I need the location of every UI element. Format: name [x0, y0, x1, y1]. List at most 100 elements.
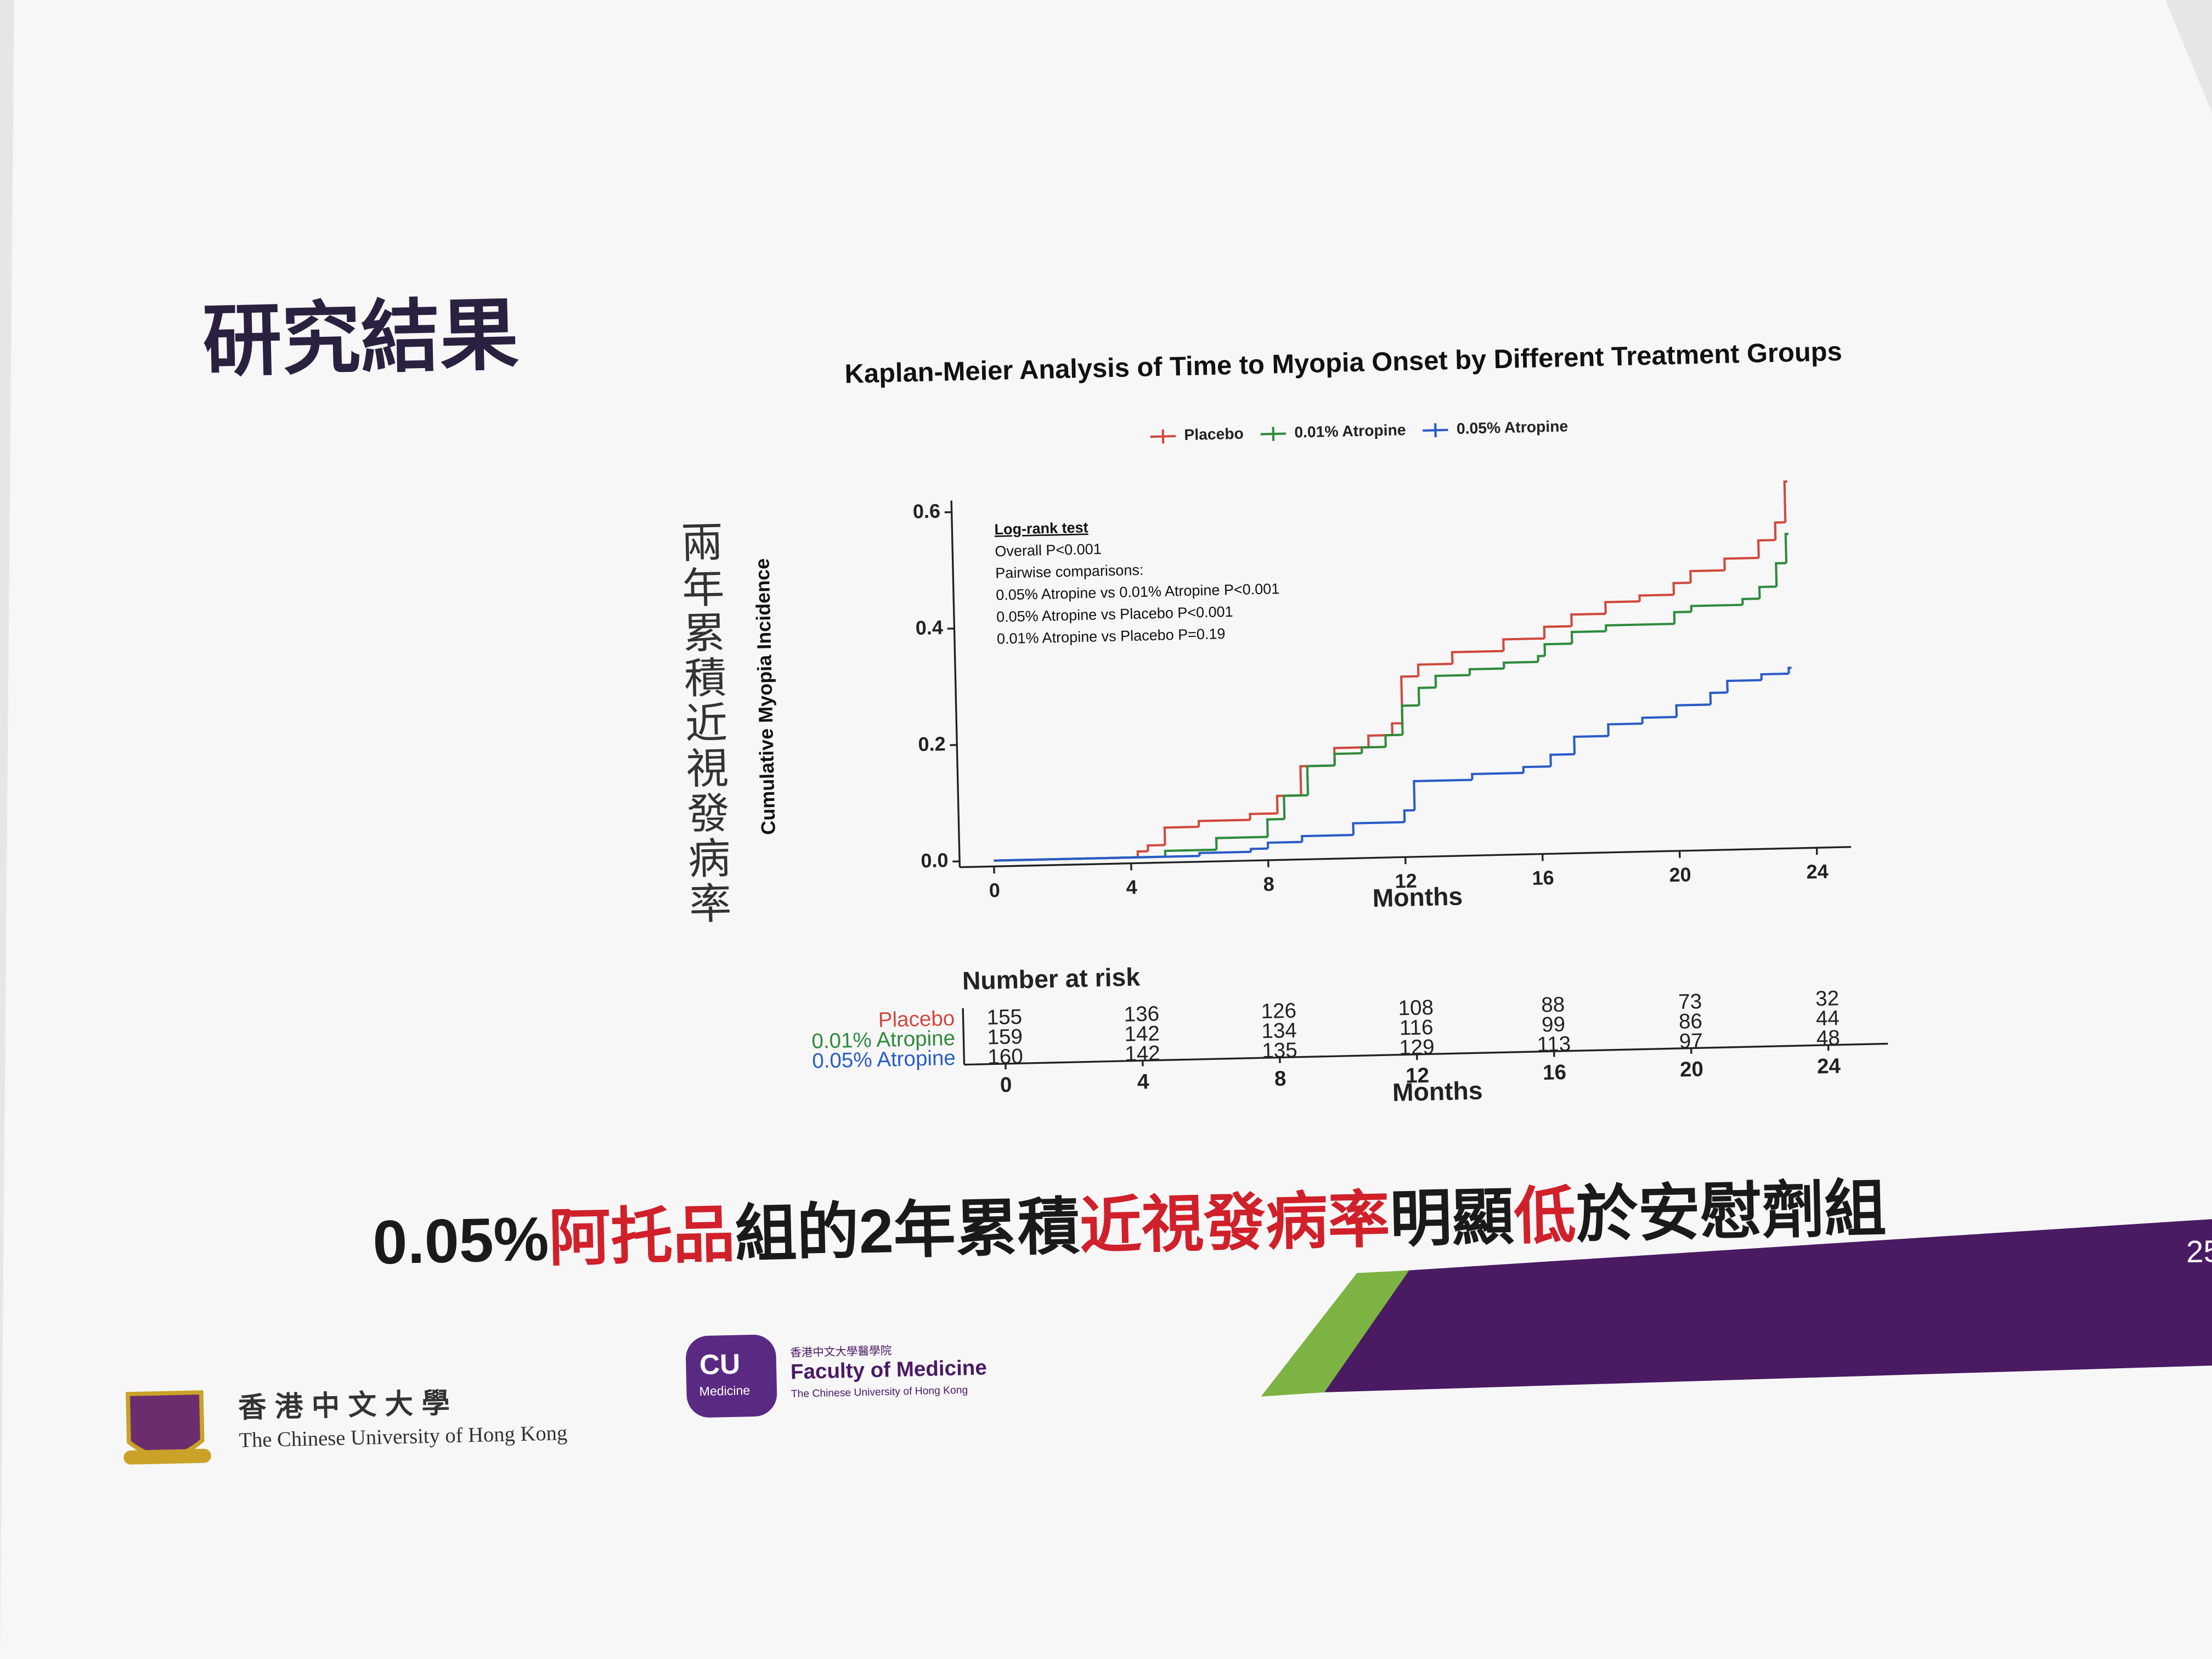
legend-label: Placebo: [1184, 425, 1244, 443]
km-step: [1543, 625, 1572, 639]
km-step: [1136, 850, 1148, 857]
km-step: [1361, 746, 1386, 754]
km-step: [1784, 533, 1789, 563]
risk-time-label: 20: [1680, 1057, 1704, 1081]
km-step: [1503, 661, 1538, 669]
caption-part: 低: [1513, 1181, 1577, 1251]
y-axis: [950, 500, 961, 867]
y-tick-label: 0.0: [921, 849, 949, 872]
km-step: [1522, 765, 1551, 773]
km-step: [1570, 630, 1606, 644]
risk-axis: [964, 1042, 1888, 1066]
km-step: [1502, 637, 1545, 651]
km-step: [1549, 753, 1575, 767]
km-step: [1417, 662, 1453, 676]
risk-count: 86: [1679, 1009, 1703, 1034]
cu-badge-text: CU: [699, 1348, 741, 1381]
caption-part: 明顯: [1389, 1182, 1515, 1254]
cuhk-zh: 香港中文大學: [238, 1386, 459, 1423]
plot: 0.0 0.2 0.4 0.6 0 4 8 12 16 20 24: [913, 480, 1852, 901]
caption-part: 0.05%: [372, 1204, 550, 1277]
cu-badge-sub: Medicine: [699, 1383, 750, 1398]
km-step: [1434, 674, 1470, 688]
slide-title: 研究結果: [202, 291, 520, 386]
km-step: [1306, 764, 1335, 795]
slide: 研究結果 Kaplan-Meier Analysis of Time to My…: [123, 291, 2212, 1465]
risk-table-title: Number at risk: [962, 962, 1140, 995]
risk-row-label: Placebo: [878, 1007, 955, 1032]
risk-count: 88: [1541, 993, 1565, 1017]
legend-label: 0.05% Atropine: [1457, 417, 1568, 437]
risk-count: 134: [1261, 1019, 1297, 1043]
km-step: [1391, 722, 1403, 735]
risk-count: 108: [1398, 996, 1434, 1020]
km-step: [1690, 603, 1743, 612]
caption-part: 組的2年累積: [734, 1192, 1080, 1268]
annotation: Overall P<0.001: [995, 541, 1102, 560]
km-step: [1543, 642, 1572, 656]
km-step: [1384, 733, 1403, 747]
km-step: [1451, 650, 1504, 664]
km-step: [1723, 556, 1759, 571]
km-step: [1726, 679, 1762, 693]
km-step: [1468, 667, 1504, 675]
caption-part: 於安慰劑組: [1575, 1173, 1887, 1250]
km-step: [1741, 597, 1760, 605]
km-step: [1215, 836, 1268, 850]
km-step: [1352, 821, 1405, 836]
risk-count: 99: [1542, 1013, 1566, 1037]
km-step: [1673, 611, 1692, 624]
km-step: [1417, 686, 1436, 706]
risk-x-label: Months: [1392, 1076, 1483, 1107]
km-step: [1198, 850, 1251, 856]
caption: 0.05%阿托品組的2年累積近視發病率明顯低於安慰劑組: [372, 1173, 1887, 1277]
footer-band: [1324, 1216, 2212, 1392]
km-step: [1249, 812, 1278, 820]
km-step: [1760, 672, 1789, 680]
km-step: [1774, 521, 1786, 540]
x-tick-label: 0: [989, 879, 1000, 901]
km-step: [1471, 771, 1524, 780]
km-step: [1301, 833, 1354, 842]
risk-table: Placebo 155 136 126 108 88 73 32 0.01% Atropine 1…: [811, 986, 1888, 1097]
km-step: [1413, 778, 1472, 811]
x-tick-label: 16: [1532, 866, 1554, 889]
x-tick-label: 4: [1126, 876, 1137, 898]
caption-part: 阿托品: [548, 1200, 736, 1273]
km-step: [1758, 585, 1777, 599]
legend-swatch-tick: [1161, 429, 1165, 444]
annotation: Pairwise comparisons:: [995, 562, 1144, 582]
legend-swatch-tick: [1434, 423, 1437, 438]
km-step: [1266, 817, 1285, 837]
km-step: [1333, 752, 1362, 766]
km-step: [1266, 840, 1302, 849]
annotation: Log-rank test: [994, 519, 1088, 538]
cu-badge: [686, 1334, 777, 1418]
y-tick-label: 0.4: [915, 616, 943, 639]
legend-label: 0.01% Atropine: [1294, 421, 1406, 441]
y-axis-label-zh: 兩年累積近視發病率: [675, 520, 731, 927]
x-tick-label: 12: [1395, 870, 1417, 893]
km-step: [1573, 735, 1609, 754]
km-step: [1403, 809, 1415, 822]
km-step: [1638, 594, 1674, 602]
risk-count: 136: [1124, 1002, 1159, 1026]
km-step: [1709, 691, 1728, 705]
y-tick-label: 0.2: [918, 732, 946, 755]
km-step: [1283, 794, 1308, 820]
risk-time-label: 24: [1817, 1054, 1841, 1079]
x-tick-label: 24: [1806, 860, 1829, 883]
km-step: [1641, 715, 1677, 724]
risk-count: 32: [1815, 986, 1839, 1011]
risk-count: 44: [1816, 1006, 1840, 1030]
km-step: [1147, 844, 1165, 851]
km-step: [1605, 623, 1675, 631]
risk-count: 73: [1678, 990, 1702, 1014]
km-step: [1607, 722, 1643, 736]
x-tick-label: 8: [1263, 873, 1274, 895]
km-step: [1163, 826, 1199, 845]
x-axis-label: Months: [1372, 882, 1463, 912]
risk-count: 126: [1261, 999, 1296, 1023]
km-step: [994, 855, 1200, 862]
